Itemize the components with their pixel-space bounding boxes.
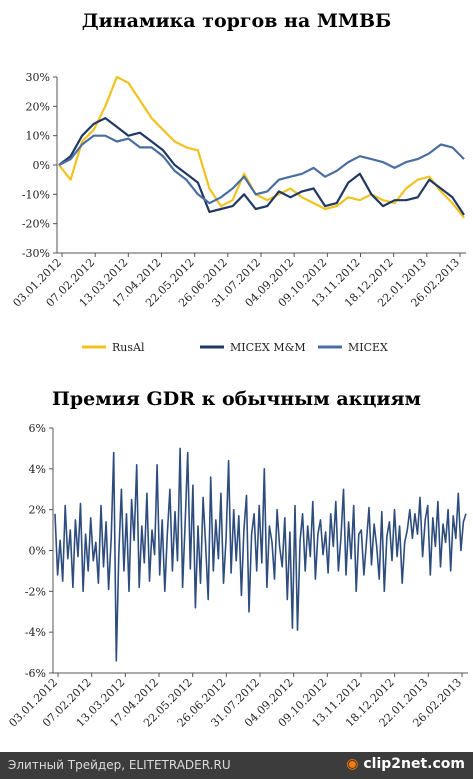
charts-canvas: 30%20%10%0%-10%-20%-30%03.01.201207.02.2… xyxy=(6,71,468,730)
y-tick-label: 0% xyxy=(29,545,46,558)
series-line-micex xyxy=(58,134,465,205)
series-line-micex-m-m xyxy=(58,116,465,216)
y-tick-label: 10% xyxy=(26,130,50,143)
y-tick-label: -4% xyxy=(25,626,46,639)
y-tick-label: -2% xyxy=(25,585,46,598)
y-tick-label: 2% xyxy=(29,504,46,517)
camera-icon: ◉ xyxy=(346,756,364,772)
series-line-series-0 xyxy=(54,447,467,662)
y-tick-label: 4% xyxy=(29,463,46,476)
y-tick-label: 30% xyxy=(26,71,50,84)
y-tick-label: 0% xyxy=(33,159,50,172)
y-tick-label: -6% xyxy=(25,667,46,680)
legend-label-rusal: RusAl xyxy=(112,341,145,354)
footer-bar: Элитный Трейдер, ELITETRADER.RU ◉ clip2n… xyxy=(0,752,473,779)
y-tick-label: 6% xyxy=(29,422,46,435)
y-tick-label: -10% xyxy=(22,188,50,201)
chart-title-gdr: Премия GDR к обычным акциям xyxy=(51,388,422,410)
y-tick-label: -30% xyxy=(22,247,50,260)
y-tick-label: 20% xyxy=(26,100,50,113)
clip2net-logo[interactable]: ◉ clip2net.com xyxy=(346,756,465,772)
series-line-rusal xyxy=(58,75,465,219)
clip2net-logo-text: clip2net.com xyxy=(363,756,465,772)
footer-source: Элитный Трейдер, ELITETRADER.RU xyxy=(8,758,231,772)
y-tick-label: -20% xyxy=(22,218,50,231)
legend-label-micex: MICEX xyxy=(348,341,388,354)
legend-label-micex-m-m: MICEX M&M xyxy=(230,341,306,354)
chart-title-mmvb: Динамика торгов на ММВБ xyxy=(81,10,392,32)
